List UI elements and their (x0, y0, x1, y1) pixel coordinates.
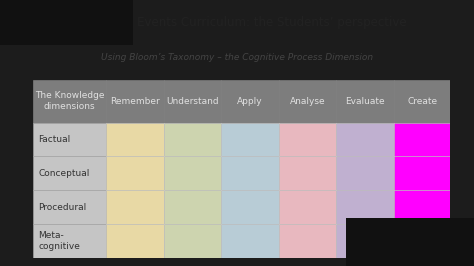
Bar (346, 218, 474, 266)
Text: AR and the Events Curriculum: the Students’ perspective: AR and the Events Curriculum: the Studen… (68, 16, 406, 29)
Bar (221, 123, 279, 156)
Text: Evaluate: Evaluate (346, 97, 385, 106)
Bar (221, 224, 279, 258)
Text: Remember: Remember (110, 97, 160, 106)
Text: Conceptual: Conceptual (38, 169, 90, 178)
Bar (394, 190, 450, 224)
Bar (33, 80, 106, 123)
Text: The Knowledge
dimensions: The Knowledge dimensions (35, 92, 104, 111)
Text: Analyse: Analyse (290, 97, 326, 106)
Bar (279, 156, 337, 190)
Bar (394, 80, 450, 123)
Bar (221, 156, 279, 190)
Bar (106, 80, 164, 123)
Bar (337, 156, 394, 190)
Bar (337, 80, 394, 123)
Bar (337, 190, 394, 224)
Text: Create: Create (407, 97, 437, 106)
Text: Apply: Apply (237, 97, 263, 106)
Bar (33, 224, 106, 258)
Bar (279, 123, 337, 156)
Bar (0, 0, 133, 45)
Bar (106, 123, 164, 156)
Bar (164, 123, 221, 156)
Bar (394, 123, 450, 156)
Bar (279, 190, 337, 224)
Bar (394, 224, 450, 258)
Text: Factual: Factual (38, 135, 71, 144)
Text: Meta-
cognitive: Meta- cognitive (38, 231, 80, 251)
Text: Using Bloom’s Taxonomy – the Cognitive Process Dimension: Using Bloom’s Taxonomy – the Cognitive P… (101, 53, 373, 62)
Bar (164, 190, 221, 224)
Bar (33, 190, 106, 224)
Bar (33, 156, 106, 190)
Bar (279, 224, 337, 258)
Bar (221, 80, 279, 123)
Text: Procedural: Procedural (38, 203, 86, 212)
Text: Understand: Understand (166, 97, 219, 106)
Bar (106, 156, 164, 190)
Bar (33, 123, 106, 156)
Bar (221, 190, 279, 224)
Bar (337, 123, 394, 156)
Bar (337, 224, 394, 258)
Bar (164, 224, 221, 258)
Bar (394, 156, 450, 190)
Bar (164, 156, 221, 190)
Bar (106, 224, 164, 258)
Bar (164, 80, 221, 123)
Bar (106, 190, 164, 224)
Bar (279, 80, 337, 123)
